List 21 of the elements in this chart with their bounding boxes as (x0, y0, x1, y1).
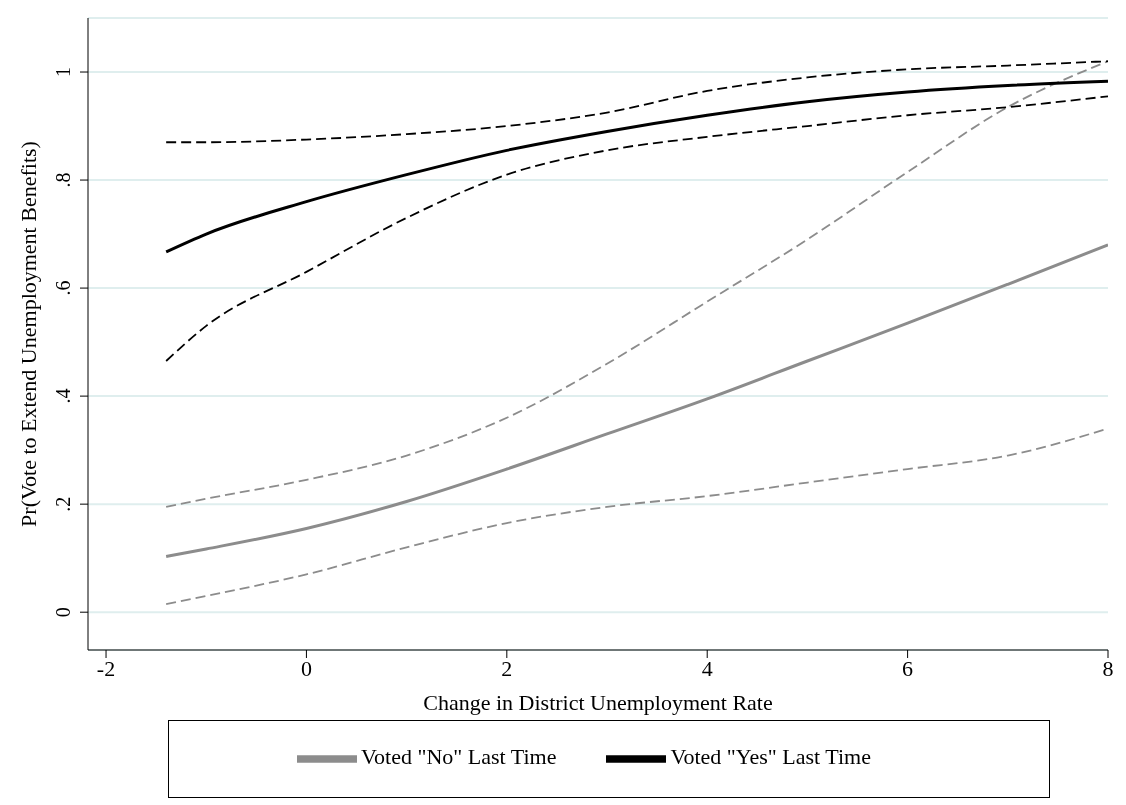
y-tick-label: .2 (52, 496, 74, 512)
x-tick-label: 2 (501, 655, 513, 681)
x-tick-label: 6 (902, 655, 914, 681)
line-series (165, 60, 1108, 144)
line-series (165, 95, 1108, 362)
line-series (165, 60, 1108, 508)
y-tick-label: .6 (52, 280, 74, 296)
x-tick-label: 4 (701, 655, 713, 681)
x-axis-title: Change in District Unemployment Rate (423, 690, 773, 715)
y-tick-label: .4 (52, 388, 74, 404)
y-axis-title: Pr(Vote to Extend Unemployment Benefits) (15, 141, 41, 527)
x-tick-label: -2 (96, 655, 116, 681)
line-series (164, 243, 1108, 559)
x-tick-label: 0 (300, 655, 312, 681)
y-tick-label: 0 (52, 607, 74, 618)
legend-label: Voted "Yes" Last Time (670, 744, 871, 770)
y-tick-label: .8 (52, 172, 74, 188)
legend-label: Voted "No" Last Time (361, 744, 557, 770)
y-tick-label: 1 (52, 67, 74, 78)
x-tick-label: 8 (1102, 655, 1114, 681)
line-series (164, 79, 1108, 254)
